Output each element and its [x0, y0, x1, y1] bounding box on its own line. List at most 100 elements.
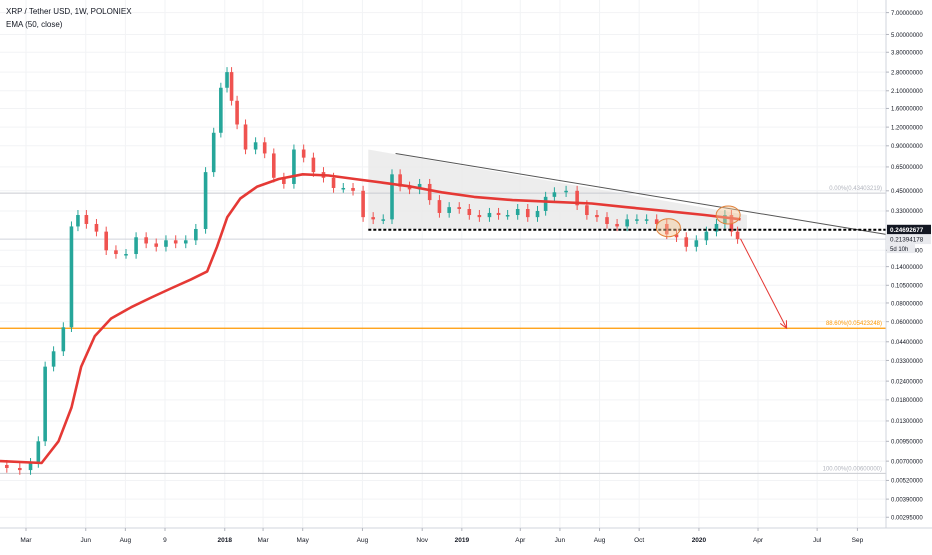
countdown-label: 5d 10h [890, 247, 908, 253]
time-tick-label: Apr [753, 537, 764, 544]
candle-body [18, 467, 22, 471]
price-tick-label: 1.60000000 [891, 107, 923, 113]
candle-body [301, 149, 306, 158]
candle-body [371, 217, 375, 220]
price-tick-label: 0.10500000 [891, 284, 923, 290]
time-tick-label: Nov [416, 537, 428, 544]
candle-body [282, 177, 286, 184]
candle-body [437, 200, 442, 213]
time-tick-label: 2020 [692, 537, 707, 544]
time-tick-label: Jun [80, 537, 91, 544]
last-price-label: 0.21394178 [890, 236, 924, 243]
price-tick-label: 0.65000000 [891, 165, 923, 171]
candle-body [43, 366, 47, 442]
candle-body [235, 100, 239, 125]
candle-body [477, 215, 482, 218]
time-tick-label: Sep [852, 537, 864, 544]
candle-body [417, 183, 422, 190]
fib-label-0: 0.00%(0.43403219) [829, 186, 882, 192]
last-price-badge [887, 234, 931, 245]
candle-body [447, 207, 451, 213]
candle-body [505, 215, 510, 217]
candle-body [262, 142, 267, 154]
price-tick-label: 0.90000000 [891, 144, 923, 150]
price-tick-label: 0.00390000 [891, 497, 923, 503]
price-tick-label: 0.02400000 [891, 379, 923, 385]
price-tick-label: 0.01300000 [891, 419, 923, 425]
time-tick-label: Aug [594, 537, 606, 544]
candle-body [292, 149, 296, 184]
price-tick-label: 2.10000000 [891, 89, 923, 95]
candle-body [36, 441, 41, 464]
time-tick-label: 2018 [218, 537, 233, 544]
fib-label-886: 88.60%(0.05423248) [826, 321, 882, 327]
candle-body [28, 463, 33, 471]
price-tick-label: 0.01800000 [891, 398, 923, 404]
candle-body [144, 237, 148, 244]
candle-body [525, 209, 530, 218]
candle-body [351, 187, 355, 191]
candle-body [94, 223, 99, 232]
candle-body [605, 217, 609, 224]
candle-body [427, 183, 432, 201]
price-tick-label: 0.00520000 [891, 479, 923, 485]
candle-body [496, 212, 501, 216]
projection-arrow-head [779, 320, 788, 330]
candle-body [407, 186, 412, 190]
candle-body [595, 215, 599, 218]
candle-body [76, 215, 80, 227]
current-price-badge [887, 224, 931, 235]
candle-body [654, 219, 659, 224]
candle-body [625, 219, 629, 227]
time-tick-label: Jul [813, 537, 822, 544]
candle-body [225, 72, 229, 88]
candle-body [84, 215, 89, 224]
time-tick-label: Apr [515, 537, 526, 544]
candle-body [575, 190, 579, 206]
candle-body [381, 219, 386, 221]
indicator-label: EMA (50, close) [6, 20, 63, 29]
candle-body [271, 153, 276, 178]
price-tick-label: 0.00295000 [891, 516, 923, 522]
candle-body [203, 172, 208, 229]
candle-body [674, 234, 679, 238]
fib-label-100: 100.00%(0.00600000) [823, 466, 882, 472]
candle-body [723, 215, 727, 224]
projection-arrow [740, 238, 788, 329]
price-tick-label: 0.08000000 [891, 301, 923, 307]
candle-body [134, 237, 138, 255]
candle-body [543, 196, 548, 211]
candle-body [51, 351, 56, 367]
time-tick-label: Mar [257, 537, 269, 544]
price-tick-label: 0.14000000 [891, 265, 923, 271]
symbol-title: XRP / Tether USD, 1W, POLONIEX [6, 7, 132, 16]
candle-body [704, 231, 709, 241]
price-tick-label: 3.80000000 [891, 51, 923, 57]
time-tick-label: 2019 [455, 537, 470, 544]
candle-body [194, 228, 198, 241]
price-tick-label: 0.33000000 [891, 209, 923, 215]
candle-body [243, 124, 248, 150]
candle-body [331, 177, 336, 188]
candle-body [229, 72, 234, 101]
candle-body [104, 231, 109, 251]
candle-body [154, 243, 159, 247]
price-tick-label: 0.00700000 [891, 459, 923, 465]
candle-body [635, 219, 639, 221]
resistance-circle [715, 205, 741, 225]
time-tick-label: Jun [555, 537, 566, 544]
candle-body [164, 240, 168, 247]
price-tick-label: 5.00000000 [891, 33, 923, 39]
candle-body [390, 174, 394, 220]
candle-body [361, 190, 365, 218]
price-tick-label: 1.20000000 [891, 125, 923, 131]
candle-body [61, 327, 66, 352]
candle-body [173, 240, 178, 244]
time-tick-label: Aug [357, 537, 369, 544]
chart-legend: XRP / Tether USD, 1W, POLONIEX EMA (50, … [6, 5, 132, 31]
price-tick-label: 0.00950000 [891, 440, 923, 446]
candle-body [615, 223, 619, 227]
time-tick-label: Mar [20, 537, 32, 544]
